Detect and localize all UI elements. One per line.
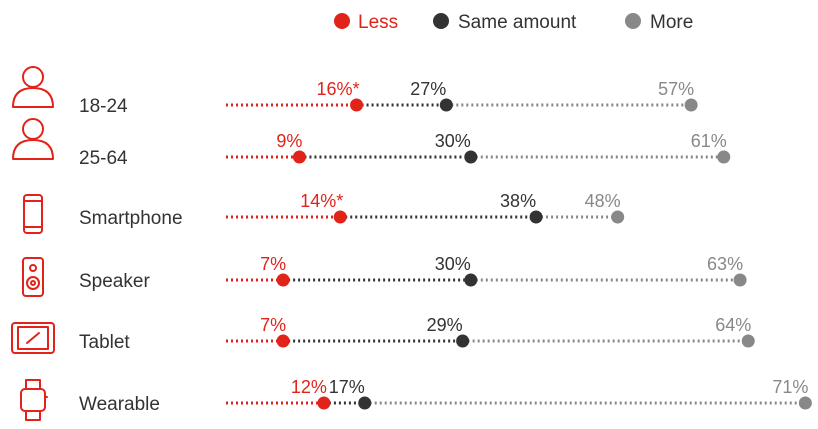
- same-point: [439, 98, 453, 112]
- legend: Less Same amount More: [334, 12, 693, 33]
- category-label: Wearable: [79, 394, 160, 415]
- same-point: [456, 334, 470, 348]
- chart-row: 25-64 9% 30% 61%: [12, 118, 731, 169]
- person-icon: [12, 118, 54, 160]
- chart-row: Wearable 12% 17% 71%: [20, 377, 812, 421]
- legend-label-more: More: [650, 12, 693, 33]
- person-icon: [12, 66, 54, 108]
- same-value-label: 27%: [410, 79, 446, 99]
- tablet-icon: [11, 322, 55, 354]
- more-value-label: 57%: [658, 79, 694, 99]
- more-point: [798, 396, 812, 410]
- less-point: [276, 334, 290, 348]
- category-label: 25-64: [79, 148, 128, 169]
- more-value-label: 71%: [772, 377, 808, 397]
- less-value-label: 9%: [276, 131, 302, 151]
- legend-marker-more: [625, 13, 641, 29]
- same-value-label: 38%: [500, 191, 536, 211]
- less-value-label: 16%*: [317, 79, 360, 99]
- less-value-label: 12%: [291, 377, 327, 397]
- category-label: Speaker: [79, 271, 150, 292]
- smartphone-icon: [23, 194, 43, 234]
- less-point: [333, 210, 347, 224]
- more-point: [733, 273, 747, 287]
- less-point: [292, 150, 306, 164]
- more-point: [741, 334, 755, 348]
- same-value-label: 30%: [435, 254, 471, 274]
- speaker-icon: [22, 257, 44, 297]
- less-value-label: 7%: [260, 254, 286, 274]
- same-value-label: 30%: [435, 131, 471, 151]
- same-point: [529, 210, 543, 224]
- same-value-label: 17%: [329, 377, 365, 397]
- category-label: Tablet: [79, 332, 130, 353]
- more-point: [611, 210, 625, 224]
- legend-label-same: Same amount: [458, 12, 577, 33]
- more-point: [684, 98, 698, 112]
- chart-row: Tablet 7% 29% 64%: [11, 315, 755, 354]
- same-point: [358, 396, 372, 410]
- less-point: [317, 396, 331, 410]
- more-value-label: 48%: [585, 191, 621, 211]
- category-label: 18-24: [79, 96, 128, 117]
- chart-row: Speaker 7% 30% 63%: [22, 254, 747, 297]
- less-value-label: 7%: [260, 315, 286, 335]
- more-value-label: 64%: [715, 315, 751, 335]
- chart-rows: 18-24 16%* 27% 57% 25-64 9% 30% 61% Smartphone 14…: [11, 66, 812, 421]
- chart-row: 18-24 16%* 27% 57%: [12, 66, 698, 117]
- more-point: [717, 150, 731, 164]
- same-value-label: 29%: [427, 315, 463, 335]
- legend-label-less: Less: [358, 12, 398, 33]
- chart-row: Smartphone 14%* 38% 48%: [23, 191, 625, 234]
- same-point: [464, 150, 478, 164]
- less-value-label: 14%*: [300, 191, 343, 211]
- legend-marker-same: [433, 13, 449, 29]
- more-value-label: 61%: [691, 131, 727, 151]
- category-label: Smartphone: [79, 208, 183, 229]
- more-value-label: 63%: [707, 254, 743, 274]
- legend-marker-less: [334, 13, 350, 29]
- less-point: [350, 98, 364, 112]
- wearable-icon: [20, 379, 48, 421]
- less-point: [276, 273, 290, 287]
- same-point: [464, 273, 478, 287]
